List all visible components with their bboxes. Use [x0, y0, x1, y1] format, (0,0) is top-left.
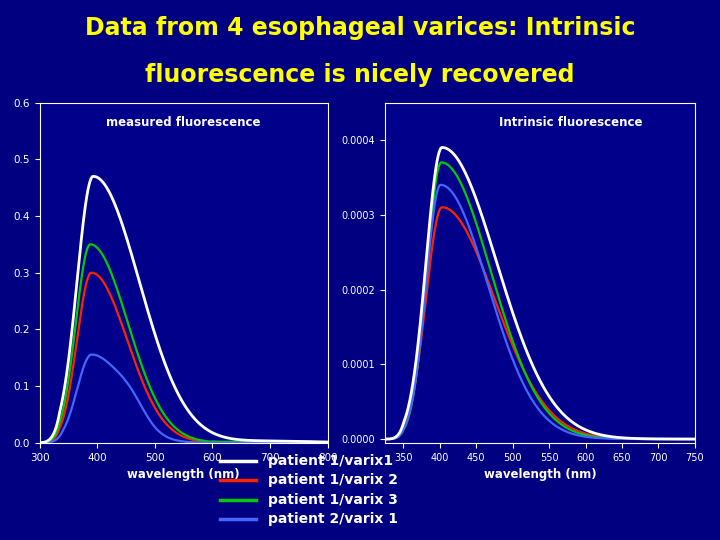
Text: fluorescence is nicely recovered: fluorescence is nicely recovered — [145, 63, 575, 87]
Text: Intrinsic fluorescence: Intrinsic fluorescence — [499, 116, 643, 129]
X-axis label: wavelength (nm): wavelength (nm) — [484, 468, 596, 481]
Text: patient 1/varix1: patient 1/varix1 — [269, 454, 394, 468]
Text: patient 2/varix 1: patient 2/varix 1 — [269, 512, 398, 526]
Text: Data from 4 esophageal varices: Intrinsic: Data from 4 esophageal varices: Intrinsi… — [85, 16, 635, 39]
Text: measured fluorescence: measured fluorescence — [107, 116, 261, 129]
Text: patient 1/varix 3: patient 1/varix 3 — [269, 492, 398, 507]
Text: patient 1/varix 2: patient 1/varix 2 — [269, 474, 398, 488]
X-axis label: wavelength (nm): wavelength (nm) — [127, 468, 240, 481]
